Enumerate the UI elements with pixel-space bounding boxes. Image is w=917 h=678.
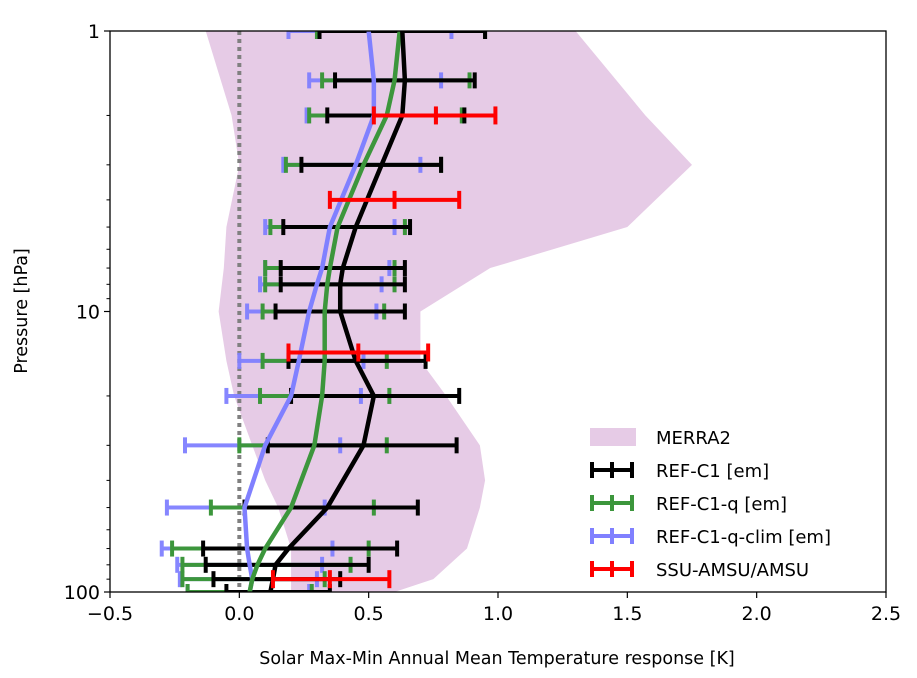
plot-content — [159, 31, 692, 592]
ref-c1-error-bar — [278, 276, 407, 293]
x-tick-label: 0.5 — [354, 603, 384, 625]
ssu-amsu-error-bar — [286, 343, 431, 362]
y-tick-label: 100 — [64, 582, 100, 604]
ref-c1-error-bar — [201, 540, 400, 557]
x-tick-label: 2.5 — [871, 603, 901, 625]
legend-label: REF-C1-q-clim [em] — [656, 527, 831, 548]
legend-item: MERRA2 — [590, 428, 731, 449]
x-tick-label: 1.0 — [483, 603, 513, 625]
legend-item: SSU-AMSU/AMSU — [590, 560, 809, 581]
x-tick-label: 1.5 — [612, 603, 642, 625]
ref-c1-q-clim-mean-line — [242, 31, 377, 592]
y-tick-label: 1 — [88, 21, 100, 43]
ssu-amsu-error-bar — [371, 106, 498, 125]
ref-c1-error-bar — [299, 156, 444, 173]
ssu-amsu-error-bar — [327, 190, 462, 209]
y-tick-label: 10 — [76, 302, 100, 324]
legend-item: REF-C1 [em] — [590, 461, 769, 482]
ref-c1-error-bar — [281, 219, 413, 236]
legend-item: REF-C1-q [em] — [590, 494, 787, 515]
ref-c1-error-bar — [203, 556, 371, 573]
legend-item: REF-C1-q-clim [em] — [590, 527, 831, 548]
ref-c1-q-error-bar — [185, 584, 314, 592]
ssu-amsu-error-bars — [270, 106, 498, 589]
legend-label: SSU-AMSU/AMSU — [656, 560, 809, 581]
x-tick-label: 0.0 — [224, 603, 254, 625]
y-axis-label: Pressure [hPa] — [12, 248, 32, 374]
legend-label: MERRA2 — [656, 428, 731, 449]
merra2-range — [205, 31, 692, 592]
ref-c1-error-bar — [317, 31, 488, 39]
ref-c1-mean-line — [268, 31, 408, 592]
ref-c1-q-clim-error-bar — [286, 31, 454, 39]
axes: Solar Max-Min Annual Mean Temperature re… — [12, 21, 901, 669]
legend-label: REF-C1-q [em] — [656, 494, 787, 515]
ref-c1-q-mean-line — [247, 31, 402, 592]
legend-label: REF-C1 [em] — [656, 461, 769, 482]
legend-swatch-merra2 — [590, 428, 636, 446]
x-axis-label: Solar Max-Min Annual Mean Temperature re… — [259, 649, 735, 669]
plot-area — [159, 31, 692, 592]
x-tick-label: −0.5 — [87, 603, 133, 625]
x-tick-label: 2.0 — [742, 603, 772, 625]
ssu-amsu-error-bar — [270, 570, 392, 589]
legend: MERRA2 REF-C1 [em] REF-C1-q [em] REF-C1-q-c… — [590, 428, 831, 581]
